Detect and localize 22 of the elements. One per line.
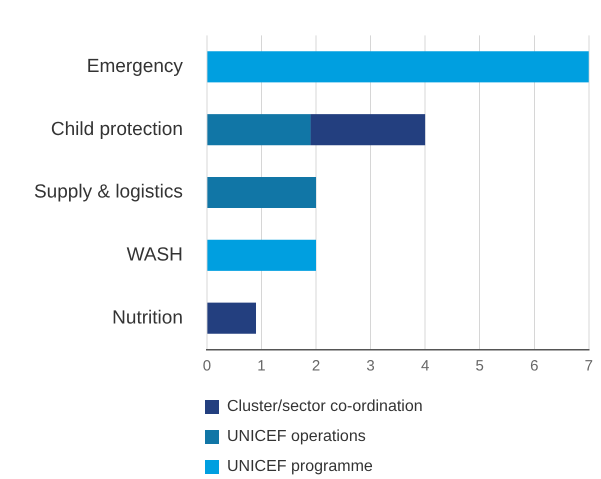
bar [207,51,589,82]
x-tick-label: 6 [530,358,538,375]
y-tick-label: WASH [126,244,183,266]
bar [207,240,316,271]
x-tick-label: 1 [257,358,266,375]
bar [207,114,311,146]
bar [310,114,426,146]
y-tick-label: Child protection [50,118,183,140]
x-tick-label: 5 [476,358,484,375]
y-tick-label: Emergency [86,56,184,78]
x-tick-label: 4 [420,358,430,375]
legend-label: Cluster/sector co-ordination [227,398,423,416]
x-tick-label: 2 [312,358,320,375]
x-tick-label: 0 [202,358,212,375]
bar [207,302,256,334]
y-tick-label: Supply & logistics [34,182,183,203]
x-tick-label: 7 [584,358,593,375]
x-tick-label: 3 [366,358,375,375]
legend-label: UNICEF programme [227,458,373,476]
y-tick-label: Nutrition [112,307,183,328]
legend-label: UNICEF operations [227,428,366,446]
bar [207,176,316,208]
